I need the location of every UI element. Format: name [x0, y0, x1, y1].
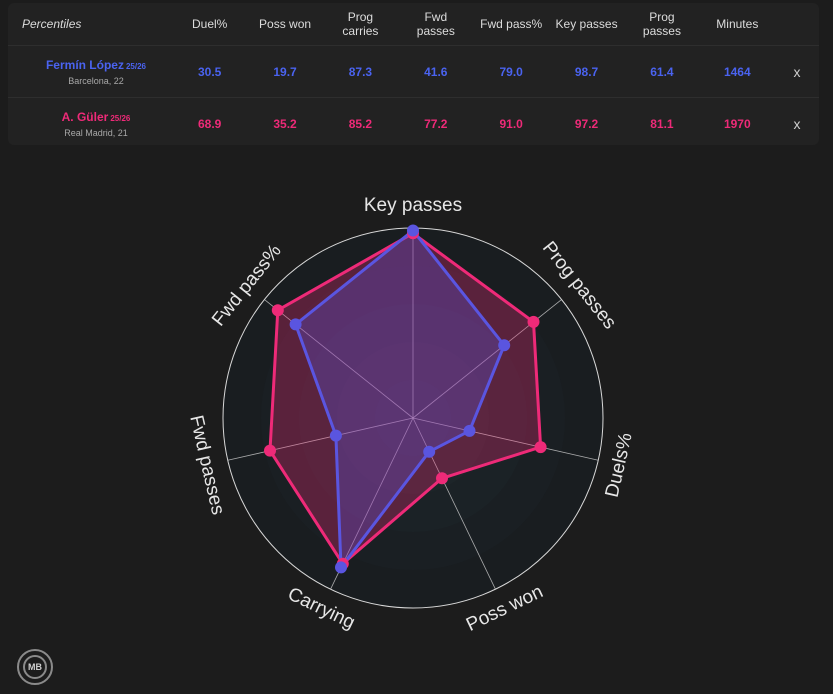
stat-value: 35.2 — [247, 97, 323, 145]
player-name: A. Güler — [61, 109, 109, 124]
player-cell: Fermín López 25/26 Barcelona, 22 — [8, 45, 172, 98]
column-header-text: passes — [642, 24, 681, 38]
stat-value: 61.4 — [624, 45, 700, 98]
stat-value: 81.1 — [624, 97, 700, 145]
remove-cell: x — [775, 45, 819, 98]
radar-data-point — [423, 445, 436, 458]
radar-data-point — [407, 224, 419, 237]
column-header-text: Minutes — [716, 17, 759, 31]
stat-value: 97.2 — [548, 97, 625, 145]
player-name-line: A. Güler 25/26 — [21, 110, 171, 126]
stat-value: 79.0 — [473, 45, 549, 98]
radar-data-point — [335, 561, 347, 574]
remove-player-button[interactable]: x — [793, 115, 801, 132]
column-header: Poss won — [247, 3, 322, 46]
column-header: Fwd pass% — [474, 3, 549, 46]
player-club-age: Real Madrid, 21 — [64, 127, 128, 138]
column-header: Duel% — [172, 3, 247, 46]
radar-data-point — [463, 424, 476, 437]
column-header-text: Poss won — [259, 17, 312, 31]
mb-logo: MB — [17, 649, 53, 685]
stat-value: 41.6 — [398, 45, 474, 98]
column-header: Key passes — [549, 3, 624, 46]
player-name: Fermín López — [45, 57, 124, 72]
column-header-text: Duel% — [192, 17, 228, 31]
radar-data-point — [289, 318, 302, 331]
stat-value: 19.7 — [247, 45, 323, 98]
radar-spoke — [264, 299, 414, 419]
radar-series-area — [294, 229, 506, 569]
player-name-line: Fermín López 25/26 — [21, 58, 171, 74]
radar-data-point — [436, 472, 448, 485]
stat-value: 91.0 — [473, 97, 549, 145]
stat-value: 77.2 — [398, 97, 474, 145]
radar-data-point — [264, 444, 276, 457]
header-remove-col — [775, 3, 819, 46]
player-season: 25/26 — [125, 61, 147, 71]
stat-value: 1464 — [699, 45, 775, 98]
column-header-text: Fwd pass% — [480, 17, 543, 31]
percentiles-table-card: Percentiles Duel% Poss won Prog carries Fwd p… — [8, 3, 819, 145]
column-header-text: Key passes — [555, 17, 618, 31]
column-header-text: carries — [342, 24, 379, 38]
column-header-text: Prog — [649, 10, 675, 24]
column-header: Minutes — [700, 3, 775, 46]
radar-axis-label: Key passes — [364, 195, 462, 216]
column-header-text: passes — [416, 24, 455, 38]
remove-player-button[interactable]: x — [793, 63, 801, 80]
stat-value: 30.5 — [172, 45, 248, 98]
player-cell: A. Güler 25/26 Real Madrid, 21 — [8, 97, 172, 145]
radar-data-point — [534, 441, 547, 454]
radar-data-point — [498, 339, 511, 352]
radar-data-point — [527, 315, 540, 328]
stat-value: 1970 — [699, 97, 775, 145]
stat-value: 87.3 — [322, 45, 399, 98]
radar-spoke — [412, 417, 599, 461]
radar-spoke — [227, 417, 414, 461]
column-header: Prog carries — [323, 3, 398, 46]
column-header: Prog passes — [624, 3, 699, 46]
stat-value: 68.9 — [172, 97, 248, 145]
column-header-text: Fwd — [424, 10, 448, 24]
stat-value: 85.2 — [322, 97, 399, 145]
radar-axis-label: Fwd passes — [185, 413, 228, 517]
remove-cell: x — [775, 97, 819, 145]
mb-logo-inner: MB — [23, 655, 47, 679]
radar-axis-label: Duels% — [602, 431, 637, 500]
header-percentiles: Percentiles — [22, 17, 82, 31]
table-row: A. Güler 25/26 Real Madrid, 21 68.9 35.2 85.2… — [8, 97, 819, 145]
radar-data-point — [271, 304, 284, 317]
radar-data-point — [329, 429, 342, 442]
player-season: 25/26 — [110, 113, 131, 123]
table-header-row: Percentiles Duel% Poss won Prog carries Fwd p… — [8, 3, 819, 46]
stat-value: 98.7 — [548, 45, 625, 98]
percentiles-table: Percentiles Duel% Poss won Prog carries Fwd p… — [8, 3, 819, 145]
table-row: Fermín López 25/26 Barcelona, 22 30.5 19.7 87… — [8, 45, 819, 98]
column-header-text: Prog — [347, 10, 374, 24]
player-club-age: Barcelona, 22 — [68, 75, 124, 86]
column-header: Fwd passes — [398, 3, 473, 46]
